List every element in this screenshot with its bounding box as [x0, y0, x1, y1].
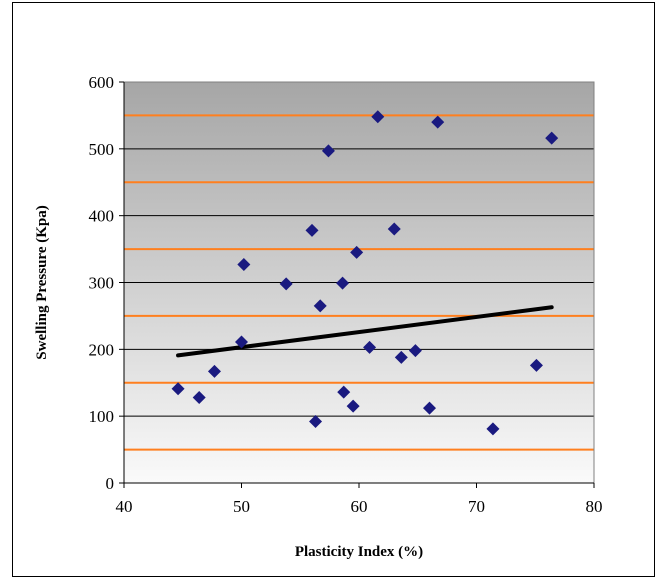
- data-point: [235, 335, 248, 349]
- data-points: [171, 110, 559, 436]
- x-tick-label: 70: [468, 497, 485, 516]
- y-tick-label: 200: [89, 340, 115, 359]
- data-point: [529, 358, 543, 372]
- x-tick-label: 40: [116, 497, 133, 516]
- data-point: [192, 390, 206, 404]
- data-point: [346, 399, 360, 413]
- data-point: [387, 222, 401, 236]
- scatter-chart: 40 50 60 70 80 0 100 200 300 400 500 600 Plasticit…: [34, 73, 603, 560]
- data-point: [336, 276, 350, 290]
- data-point: [408, 344, 422, 358]
- data-point: [371, 110, 385, 124]
- data-point: [337, 385, 351, 399]
- data-point: [321, 144, 335, 158]
- gridlines: [124, 114, 594, 451]
- data-point: [279, 277, 293, 291]
- data-point: [431, 115, 445, 129]
- data-point: [237, 257, 251, 271]
- y-tick-label: 500: [89, 140, 115, 159]
- data-point: [394, 350, 408, 364]
- data-point: [309, 415, 323, 429]
- y-tick-label: 100: [89, 407, 115, 426]
- data-point: [313, 299, 327, 313]
- trendline-group: [176, 305, 554, 358]
- data-point: [350, 245, 364, 259]
- y-tick-label: 0: [106, 474, 115, 493]
- data-point: [207, 364, 221, 378]
- data-point: [363, 340, 377, 354]
- x-axis-title: Plasticity Index (%): [295, 544, 423, 560]
- data-point: [423, 401, 436, 415]
- y-tick-label: 300: [89, 274, 115, 293]
- y-axis-title: Swelling Pressure (Kpa): [34, 205, 50, 359]
- x-tick-label: 80: [586, 497, 603, 516]
- trendline: [176, 305, 554, 358]
- x-tick-label: 50: [233, 497, 250, 516]
- data-point: [171, 382, 185, 396]
- y-tick-label: 600: [89, 73, 115, 92]
- chart-frame: 40 50 60 70 80 0 100 200 300 400 500 600 Plasticit…: [12, 2, 655, 577]
- data-point: [305, 223, 319, 237]
- data-point: [486, 422, 500, 436]
- x-tick-label: 60: [351, 497, 368, 516]
- y-tick-labels: 0 100 200 300 400 500 600: [89, 73, 115, 493]
- data-point: [545, 131, 559, 145]
- y-tick-label: 400: [89, 207, 115, 226]
- x-tick-labels: 40 50 60 70 80: [116, 497, 603, 516]
- axes: [119, 81, 595, 488]
